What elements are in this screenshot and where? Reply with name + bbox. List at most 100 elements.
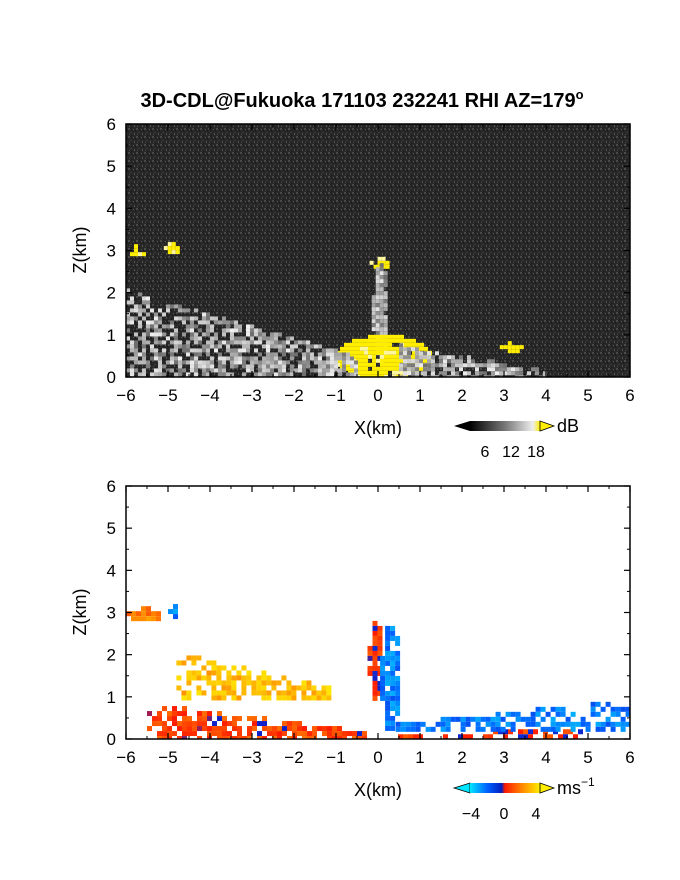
reflectivity-echo-cell <box>258 368 262 373</box>
velocity-echo-cell <box>385 625 391 631</box>
velocity-echo-cell <box>276 690 282 696</box>
reflectivity-echo-cell <box>170 324 174 329</box>
reflectivity-echo-cell <box>278 332 282 337</box>
reflectivity-echo-cell <box>130 308 134 313</box>
reflectivity-echo-cell <box>306 360 310 365</box>
reflectivity-echo-cell <box>230 352 234 357</box>
reflectivity-echo-cell <box>360 358 364 363</box>
reflectivity-echo-cell <box>364 354 368 359</box>
reflectivity-echo-cell <box>194 372 198 377</box>
reflectivity-echo-cell <box>368 342 372 347</box>
reflectivity-echo-cell <box>202 332 206 337</box>
reflectivity-echo-cell <box>146 340 150 345</box>
reflectivity-echo-cell <box>491 367 495 372</box>
velocity-echo-cell <box>327 731 332 737</box>
velocity-echo-cell <box>321 690 327 696</box>
reflectivity-echo-cell <box>210 364 214 369</box>
reflectivity-echo-cell <box>375 283 380 288</box>
velocity-ytick-label: 0 <box>107 730 116 749</box>
velocity-echo-cell <box>377 625 383 631</box>
velocity-echo-cell <box>181 695 187 701</box>
reflectivity-echo-cell <box>396 354 400 359</box>
reflectivity-echo-cell <box>226 372 230 377</box>
velocity-echo-cell <box>545 726 551 732</box>
reflectivity-echo-cell <box>134 244 138 249</box>
reflectivity-echo-cell <box>154 368 158 373</box>
reflectivity-echo-cell <box>388 342 392 347</box>
velocity-echo-cell <box>232 721 237 727</box>
reflectivity-echo-cell <box>174 344 178 349</box>
reflectivity-echo-cell <box>420 346 424 351</box>
velocity-echo-cell <box>173 604 178 610</box>
velocity-echo-cell <box>510 726 516 732</box>
velocity-echo-cell <box>380 680 386 686</box>
reflectivity-echo-cell <box>443 359 447 364</box>
velocity-echo-cell <box>262 726 267 732</box>
velocity-echo-cell <box>385 655 391 661</box>
velocity-echo-cell <box>266 680 272 686</box>
reflectivity-echo-cell <box>334 356 338 361</box>
velocity-echo-cell <box>605 701 611 707</box>
velocity-echo-cell <box>316 690 322 696</box>
reflectivity-echo-cell <box>170 304 174 309</box>
reflectivity-echo-cell <box>375 279 380 284</box>
reflectivity-echo-cell <box>206 352 210 357</box>
velocity-echo-cell <box>246 675 252 681</box>
velocity-echo-cell <box>347 731 352 737</box>
reflectivity-echo-cell <box>334 348 338 353</box>
reflectivity-echo-cell <box>154 352 158 357</box>
reflectivity-echo-cell <box>234 356 238 361</box>
reflectivity-echo-cell <box>360 362 364 367</box>
velocity-echo-cell <box>317 726 322 732</box>
reflectivity-echo-cell <box>384 354 388 359</box>
velocity-echo-cell <box>377 680 383 686</box>
reflectivity-echo-cell <box>411 363 415 368</box>
reflectivity-colorbar-tick-6: 6 <box>481 444 490 461</box>
reflectivity-echo-cell <box>134 248 138 253</box>
reflectivity-echo-cell <box>322 360 326 365</box>
velocity-echo-cell <box>297 726 302 732</box>
reflectivity-xtick-label: −6 <box>116 386 135 405</box>
reflectivity-echo-cell <box>218 360 222 365</box>
reflectivity-echo-cell <box>150 344 154 349</box>
velocity-echo-cell <box>316 695 322 701</box>
velocity-echo-cell <box>530 716 536 722</box>
velocity-echo-cell <box>395 665 401 671</box>
reflectivity-echo-cell <box>246 344 250 349</box>
reflectivity-echo-cell <box>511 371 515 376</box>
reflectivity-echo-cell <box>399 355 403 360</box>
velocity-echo-cell <box>530 721 536 727</box>
reflectivity-echo-cell <box>376 342 380 347</box>
reflectivity-echo-cell <box>407 351 411 356</box>
reflectivity-echo-cell <box>134 356 138 361</box>
reflectivity-echo-cell <box>499 371 503 376</box>
reflectivity-echo-cell <box>222 356 226 361</box>
reflectivity-echo-cell <box>431 355 435 360</box>
reflectivity-echo-cell <box>326 360 330 365</box>
velocity-xtick-label: −1 <box>326 748 345 767</box>
velocity-echo-cell <box>131 616 136 622</box>
velocity-echo-cell <box>311 695 317 701</box>
velocity-echo-cell <box>372 665 378 671</box>
velocity-echo-cell <box>445 716 451 722</box>
reflectivity-echo-cell <box>302 340 306 345</box>
reflectivity-echo-cell <box>198 328 202 333</box>
reflectivity-echo-cell <box>162 312 166 317</box>
reflectivity-echo-cell <box>348 366 352 371</box>
reflectivity-echo-cell <box>463 363 467 368</box>
velocity-echo-cell <box>385 715 391 721</box>
reflectivity-echo-cell <box>150 348 154 353</box>
reflectivity-echo-cell <box>392 350 396 355</box>
velocity-echo-cell <box>181 660 187 666</box>
velocity-echo-cell <box>563 729 568 735</box>
velocity-echo-cell <box>395 650 401 656</box>
reflectivity-echo-cell <box>360 370 364 375</box>
reflectivity-echo-cell <box>138 308 142 313</box>
velocity-echo-cell <box>625 721 630 727</box>
velocity-echo-cell <box>266 690 272 696</box>
reflectivity-echo-cell <box>246 364 250 369</box>
velocity-echo-cell <box>380 655 386 661</box>
reflectivity-echo-cell <box>234 320 238 325</box>
reflectivity-echo-cell <box>396 370 400 375</box>
reflectivity-echo-cell <box>399 351 403 356</box>
